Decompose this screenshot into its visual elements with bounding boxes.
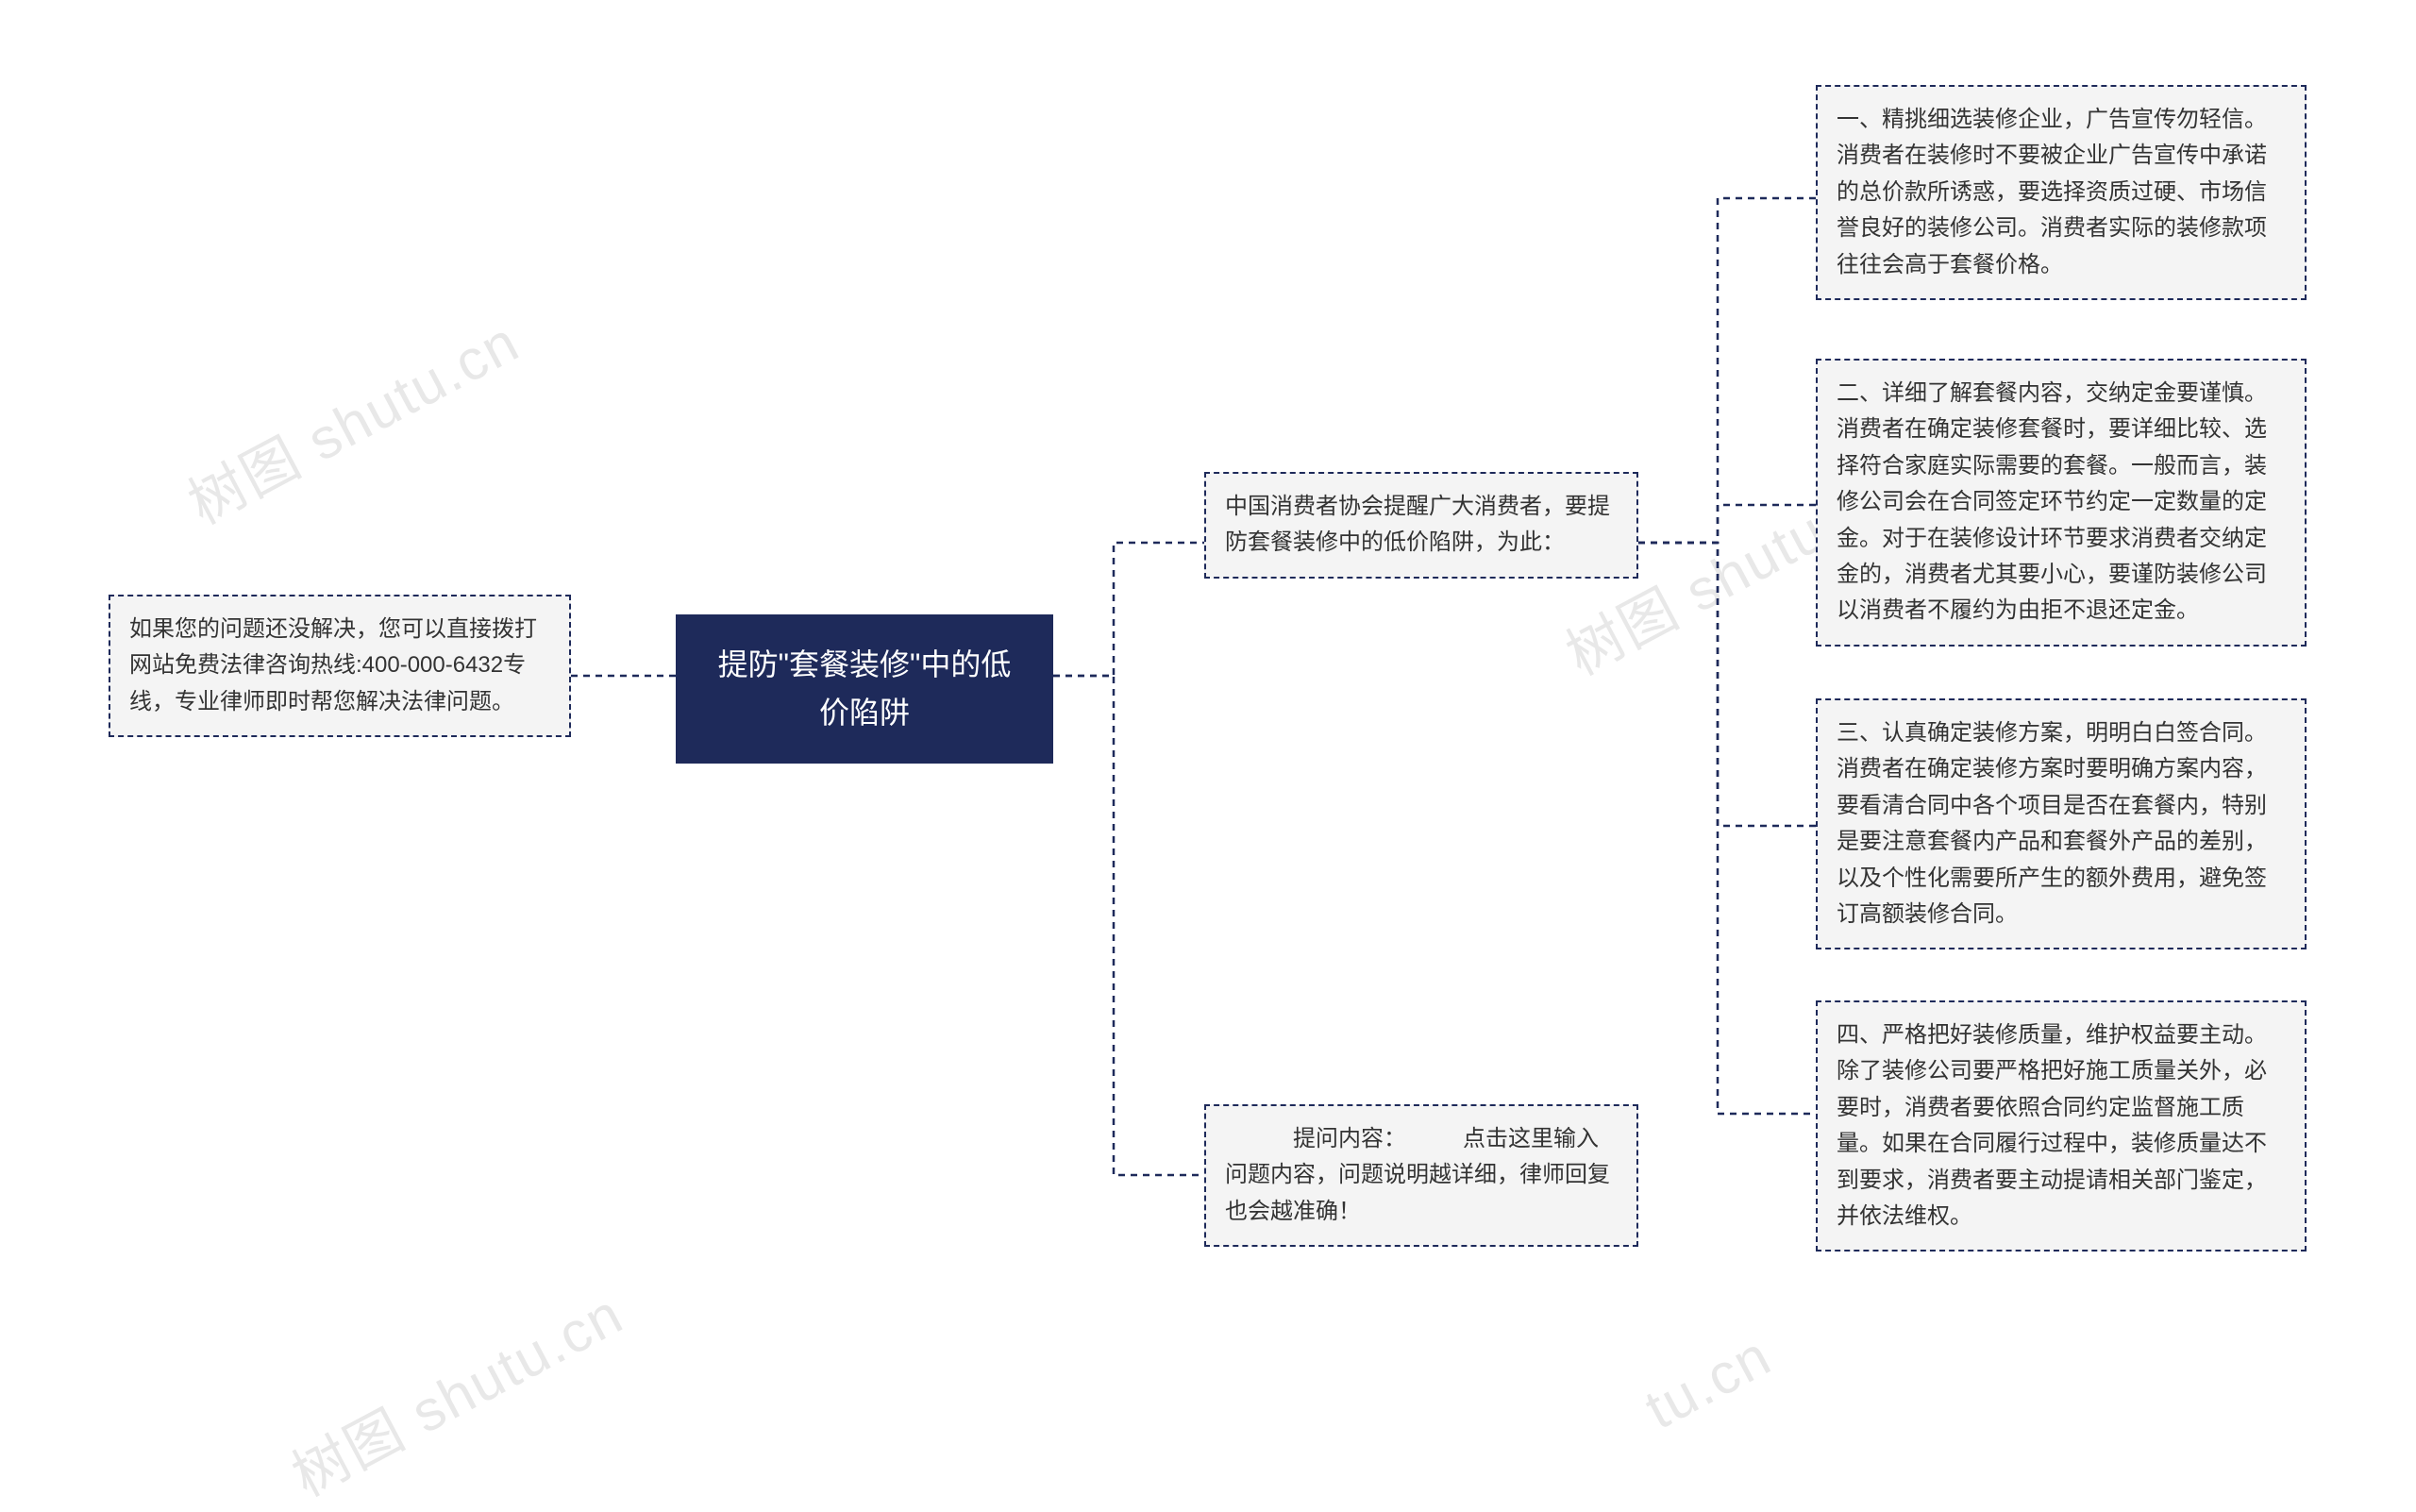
- watermark: 树图 shutu.cn: [172, 297, 531, 541]
- node-text: 提问内容： 点击这里输入问题内容，问题说明越详细，律师回复也会越准确！: [1225, 1126, 1610, 1224]
- node-text: 一、精挑细选装修企业，广告宣传勿轻信。消费者在装修时不要被企业广告宣传中承诺的总…: [1837, 107, 2267, 277]
- node-text: 中国消费者协会提醒广大消费者，要提防套餐装修中的低价陷阱，为此：: [1225, 494, 1610, 555]
- watermark: tu.cn: [1635, 1322, 1782, 1442]
- node-text: 如果您的问题还没解决，您可以直接拨打网站免费法律咨询热线:400-000-643…: [129, 616, 537, 714]
- node-tip-1: 一、精挑细选装修企业，广告宣传勿轻信。消费者在装修时不要被企业广告宣传中承诺的总…: [1816, 85, 2307, 300]
- watermark: 树图 shutu.cn: [276, 1269, 635, 1512]
- node-tip-2: 二、详细了解套餐内容，交纳定金要谨慎。消费者在确定装修套餐时，要详细比较、选择符…: [1816, 359, 2307, 647]
- node-text: 四、严格把好装修质量，维护权益要主动。除了装修公司要严格把好施工质量关外，必要时…: [1837, 1022, 2267, 1229]
- node-hotline: 如果您的问题还没解决，您可以直接拨打网站免费法律咨询热线:400-000-643…: [109, 595, 571, 737]
- root-text: 提防"套餐装修"中的低价陷阱: [718, 647, 1012, 730]
- node-tip-4: 四、严格把好装修质量，维护权益要主动。除了装修公司要严格把好施工质量关外，必要时…: [1816, 1000, 2307, 1252]
- node-question-prompt: 提问内容： 点击这里输入问题内容，问题说明越详细，律师回复也会越准确！: [1204, 1104, 1638, 1247]
- node-text: 二、详细了解套餐内容，交纳定金要谨慎。消费者在确定装修套餐时，要详细比较、选择符…: [1837, 380, 2267, 623]
- node-text: 三、认真确定装修方案，明明白白签合同。消费者在确定装修方案时要明确方案内容，要看…: [1837, 720, 2267, 927]
- node-tip-3: 三、认真确定装修方案，明明白白签合同。消费者在确定装修方案时要明确方案内容，要看…: [1816, 698, 2307, 949]
- node-assoc-reminder: 中国消费者协会提醒广大消费者，要提防套餐装修中的低价陷阱，为此：: [1204, 472, 1638, 579]
- root-node: 提防"套餐装修"中的低价陷阱: [676, 614, 1053, 764]
